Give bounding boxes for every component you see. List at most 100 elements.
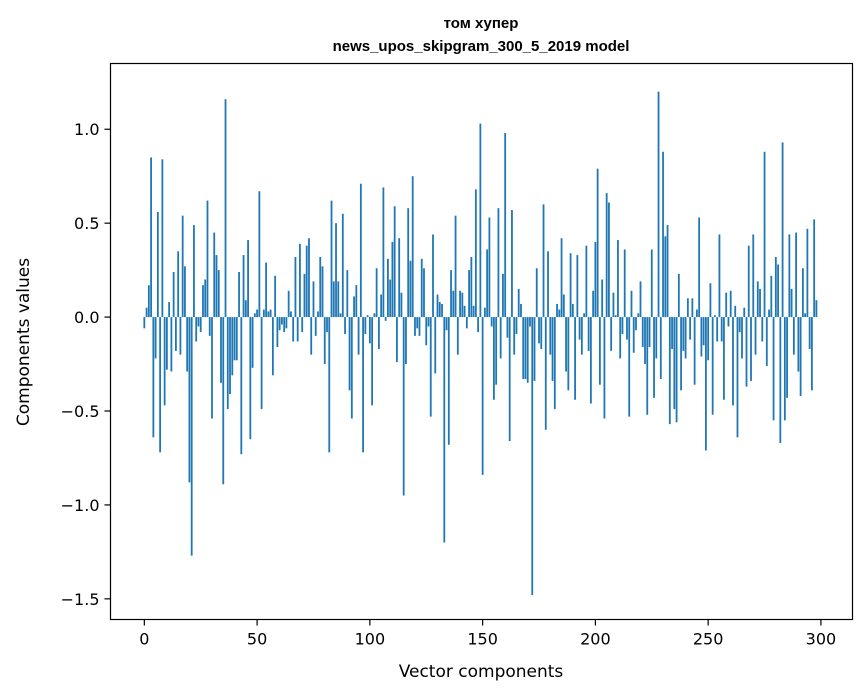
bar <box>240 317 243 455</box>
bar <box>319 256 322 318</box>
bar <box>425 317 428 346</box>
bar <box>511 210 513 318</box>
bar <box>648 317 651 348</box>
bar <box>420 258 423 318</box>
bar <box>544 317 547 430</box>
bar <box>493 317 495 400</box>
x-tick-label: 50 <box>247 630 267 649</box>
bar <box>578 317 581 340</box>
bar <box>653 317 655 398</box>
bar <box>617 240 619 318</box>
bar <box>197 317 200 327</box>
bar <box>274 275 277 318</box>
bar <box>199 317 202 333</box>
bar <box>677 273 680 318</box>
bar <box>655 317 658 359</box>
bar <box>693 317 696 385</box>
bar <box>666 225 669 318</box>
bar <box>786 317 788 398</box>
bar <box>231 317 234 376</box>
bar <box>650 249 653 318</box>
bar <box>312 281 315 318</box>
bar <box>253 313 256 318</box>
bar <box>646 317 649 415</box>
bar <box>551 317 554 381</box>
bar <box>443 317 446 543</box>
bar <box>382 187 385 318</box>
bar <box>689 317 692 340</box>
bar <box>515 317 518 334</box>
bar <box>691 298 694 318</box>
bar <box>355 285 358 318</box>
bar <box>610 317 613 351</box>
bar <box>168 302 171 318</box>
bar <box>258 191 261 318</box>
bar <box>783 317 786 421</box>
bar <box>321 266 324 318</box>
bar <box>373 313 376 318</box>
bar <box>244 300 247 318</box>
bar <box>215 255 218 318</box>
bar <box>217 270 220 318</box>
bar <box>531 317 534 596</box>
bar <box>700 317 703 357</box>
bar <box>301 317 304 333</box>
bar <box>695 309 698 318</box>
bar <box>156 211 159 318</box>
bar <box>285 317 288 329</box>
bar-series <box>143 91 818 596</box>
bar <box>499 317 502 359</box>
bar <box>323 317 326 365</box>
bar <box>402 317 405 496</box>
bar <box>477 317 480 333</box>
y-tick-label: 1.0 <box>74 120 99 139</box>
bar <box>400 292 403 318</box>
bar <box>639 281 642 318</box>
bar <box>705 317 707 451</box>
bar <box>308 238 310 318</box>
bar <box>344 317 346 334</box>
bar <box>222 317 225 485</box>
bar <box>549 317 552 355</box>
bar <box>474 189 477 318</box>
bar <box>242 255 245 318</box>
bar <box>594 241 597 318</box>
y-axis-ticks: −1.5 −1.0 −0.5 0.0 0.5 1.0 <box>61 120 111 609</box>
bar <box>418 317 421 336</box>
bar <box>260 317 263 410</box>
bar <box>759 288 761 318</box>
bar <box>163 317 166 406</box>
bar <box>281 317 283 325</box>
bar <box>495 317 498 385</box>
bar <box>790 288 793 318</box>
bar <box>707 317 710 361</box>
bar <box>416 317 419 329</box>
bar <box>159 317 162 453</box>
bar <box>447 317 450 445</box>
bar <box>190 317 193 556</box>
bar <box>278 317 281 331</box>
bar <box>317 311 319 318</box>
bar <box>754 317 757 355</box>
bar <box>741 317 743 359</box>
bar <box>463 305 466 318</box>
bar <box>181 215 184 318</box>
bar <box>569 253 572 318</box>
bar <box>750 317 752 381</box>
bar <box>459 290 461 318</box>
bar <box>387 258 389 318</box>
bar <box>398 238 401 318</box>
bar <box>779 317 782 443</box>
bar <box>612 292 615 318</box>
bar <box>296 317 299 342</box>
bar <box>540 317 543 350</box>
y-tick-label: −1.0 <box>61 496 100 515</box>
bar <box>644 317 646 365</box>
bar <box>497 208 500 318</box>
bar <box>673 317 676 410</box>
bar <box>520 303 522 318</box>
bar <box>269 309 272 318</box>
bar <box>456 317 459 355</box>
bar <box>558 309 561 318</box>
bar <box>763 151 766 318</box>
